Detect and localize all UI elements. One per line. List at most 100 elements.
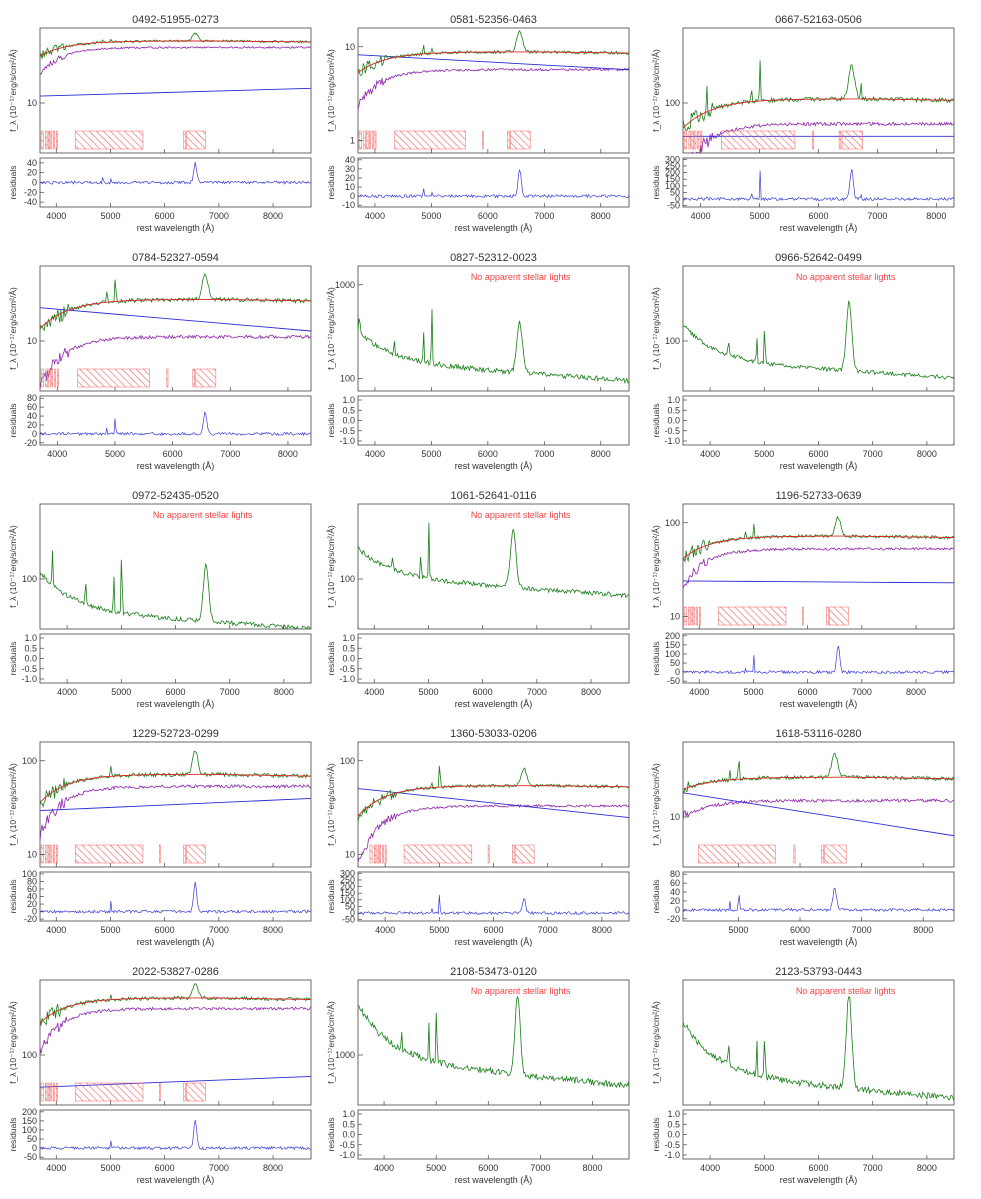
x-axis-label: rest wavelength (Å): [780, 937, 858, 947]
x-tick-label: 6000: [790, 925, 810, 935]
residual-tick-label: 150: [340, 888, 355, 898]
mask-region: [694, 130, 697, 150]
x-tick-label: 5000: [100, 925, 120, 935]
mask-region: [812, 130, 815, 150]
observed-spectrum: [358, 522, 629, 599]
mask-region: [376, 844, 379, 864]
observed-spectrum: [683, 60, 954, 131]
y-tick-label: 1: [350, 136, 355, 146]
residual-tick-label: 150: [665, 174, 680, 184]
spectrum-plot-area: [683, 515, 954, 626]
mask-region: [366, 130, 369, 150]
observed-spectrum: [40, 272, 311, 332]
residual-tick-label: 80: [27, 393, 37, 403]
observed-spectrum: [683, 996, 954, 1101]
x-tick-label: 6000: [808, 1163, 828, 1173]
x-axis-label: rest wavelength (Å): [137, 461, 215, 471]
x-tick-label: 5000: [105, 449, 125, 459]
residual-tick-label: 20: [670, 896, 680, 906]
spectrum-y-label: f_λ (10⁻¹⁷erg/s/cm²/Å): [651, 763, 661, 846]
mask-region: [77, 368, 150, 388]
residual-tick-label: -1.0: [339, 1150, 355, 1160]
y-tick-label: 100: [665, 336, 680, 346]
no-stellar-light-note: No apparent stellar lights: [471, 986, 571, 996]
residual-tick-label: 200: [22, 1107, 37, 1117]
residual-tick-label: 40: [27, 411, 37, 421]
residual-tick-label: 100: [340, 895, 355, 905]
residual-tick-label: 0: [675, 905, 680, 915]
masked-regions: [683, 130, 863, 150]
residual-tick-label: 0: [32, 1143, 37, 1153]
residual-tick-label: 300: [665, 154, 680, 164]
residual-tick-label: 0.5: [342, 1119, 355, 1129]
x-tick-label: 4000: [364, 687, 384, 697]
spectrum-y-label: f_λ (10⁻¹⁷erg/s/cm²/Å): [651, 49, 661, 132]
panel-1618-53116-0280: 1618-53116-0280 10 f_λ (10⁻¹⁷erg/s/cm²/Å) r…: [651, 728, 955, 947]
x-tick-label: 6000: [478, 211, 498, 221]
residual-tick-label: 0: [675, 194, 680, 204]
residual-tick-label: -20: [24, 438, 37, 448]
panel-0784-52327-0594: 0784-52327-0594 10 f_λ (10⁻¹⁷erg/s/cm²/Å) r…: [8, 252, 312, 471]
x-tick-label: 5000: [743, 687, 763, 697]
mask-region: [74, 844, 144, 864]
observed-spectrum: [683, 300, 954, 380]
x-tick-label: 6000: [165, 687, 185, 697]
panel-2123-53793-0443: 2123-53793-0443 No apparent stellar light…: [651, 966, 955, 1185]
y-tick-label: 100: [22, 756, 37, 766]
masked-regions: [369, 844, 535, 864]
residual-tick-label: 50: [670, 658, 680, 668]
residual-axes-frame: [39, 633, 312, 684]
mask-region: [683, 130, 687, 150]
residual-tick-label: -50: [24, 1152, 37, 1162]
x-axis-label: rest wavelength (Å): [137, 223, 215, 233]
residual-axes-frame: [682, 633, 955, 684]
residual-tick-label: 100: [665, 649, 680, 659]
x-tick-label: 4000: [374, 1163, 394, 1173]
x-tick-label: 8000: [591, 449, 611, 459]
y-tick-label: 10: [27, 850, 37, 860]
x-tick-label: 6000: [808, 211, 828, 221]
mask-region: [700, 130, 703, 150]
residual-tick-label: 60: [27, 402, 37, 412]
x-tick-label: 5000: [418, 687, 438, 697]
x-tick-label: 5000: [728, 925, 748, 935]
mask-region: [699, 606, 701, 626]
x-tick-label: 5000: [754, 1163, 774, 1173]
x-tick-label: 5000: [421, 211, 441, 221]
panel-2022-53827-0286: 2022-53827-0286 100 f_λ (10⁻¹⁷erg/s/cm²/Å)…: [8, 966, 312, 1185]
mask-region: [382, 844, 384, 864]
residual-tick-label: 50: [345, 901, 355, 911]
residual-tick-label: 0.5: [667, 405, 680, 415]
mask-region: [56, 1082, 58, 1102]
y-tick-label: 100: [665, 518, 680, 528]
residual-tick-label: 0.0: [24, 654, 37, 664]
x-tick-label: 7000: [867, 211, 887, 221]
spectrum-y-label: f_λ (10⁻¹⁷erg/s/cm²/Å): [8, 525, 18, 608]
residual-curve: [39, 881, 312, 914]
x-tick-label: 7000: [530, 1163, 550, 1173]
y-tick-label: 100: [22, 1050, 37, 1060]
residual-tick-label: 0.5: [342, 643, 355, 653]
x-tick-label: 4000: [47, 449, 67, 459]
mask-region: [47, 1082, 51, 1102]
residual-tick-label: -0.5: [21, 664, 37, 674]
y-tick-label: 1000: [335, 1050, 355, 1060]
mask-region: [690, 606, 694, 626]
x-axis-label: rest wavelength (Å): [780, 223, 858, 233]
y-tick-label: 100: [22, 574, 37, 584]
host-galaxy-spectrum: [40, 784, 311, 841]
spectrum-plot-area: [683, 60, 954, 153]
mask-region: [717, 606, 787, 626]
x-tick-label: 8000: [581, 687, 601, 697]
panel-title: 1360-53033-0206: [450, 728, 537, 740]
residual-curve: [39, 411, 312, 437]
x-tick-label: 7000: [852, 925, 872, 935]
mask-region: [50, 130, 53, 150]
mask-region: [166, 368, 169, 388]
x-tick-label: 4000: [689, 687, 709, 697]
residual-curve: [682, 645, 955, 675]
residual-tick-label: 0.0: [342, 1130, 355, 1140]
mask-region: [183, 844, 186, 864]
x-tick-label: 4000: [46, 925, 66, 935]
model-fit-spectrum: [40, 40, 311, 57]
